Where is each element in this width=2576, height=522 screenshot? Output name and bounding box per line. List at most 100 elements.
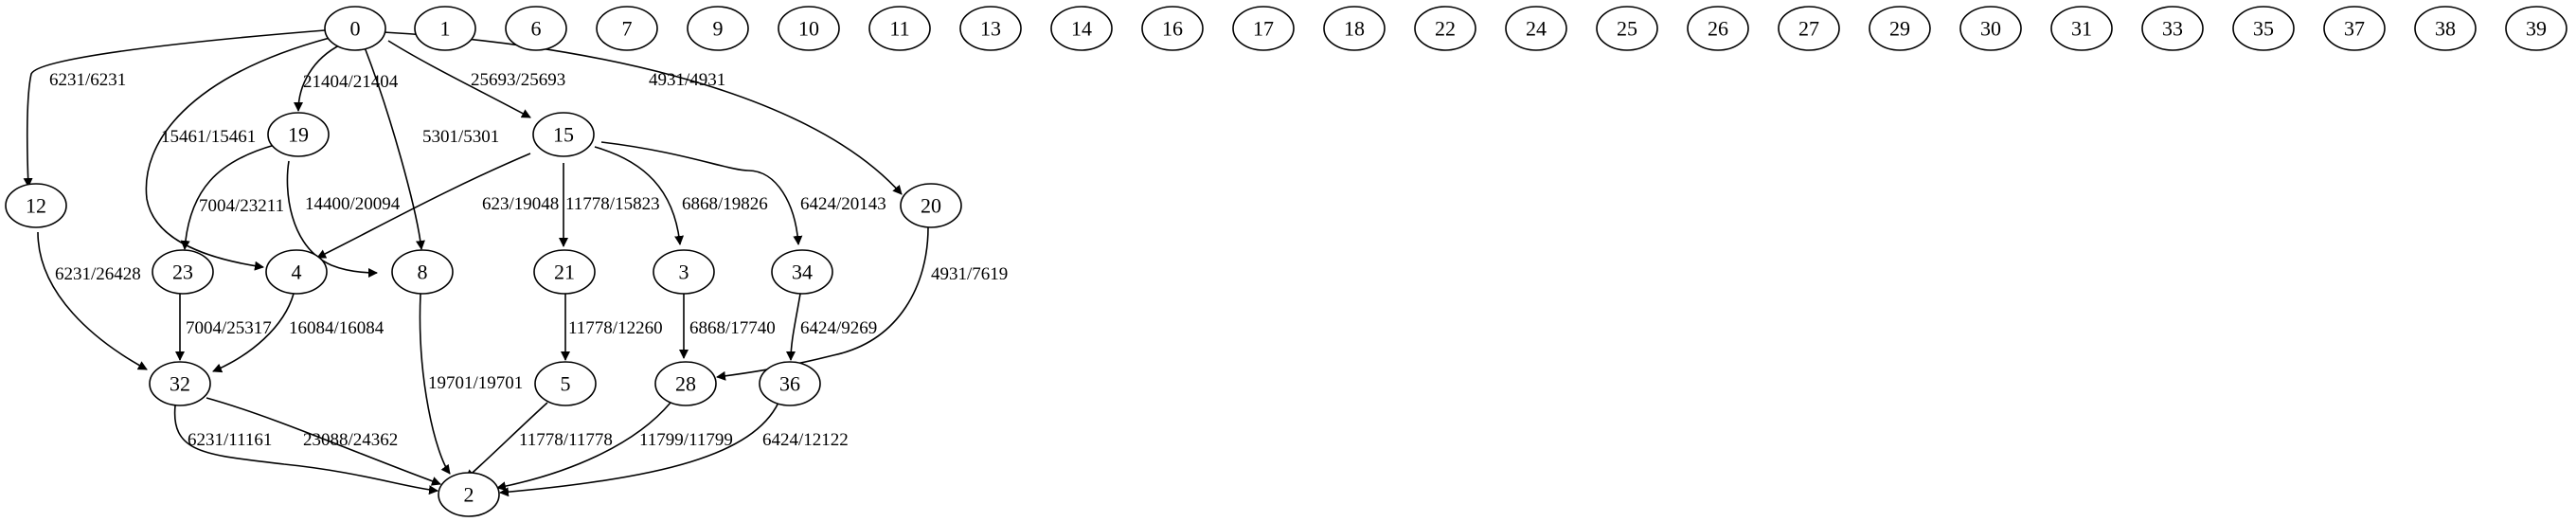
- edge-label-4-32: 16084/16084: [289, 318, 385, 338]
- node-16: 16: [1141, 6, 1204, 51]
- svg-text:9: 9: [713, 17, 724, 41]
- edge-19-23: 7004/23211: [180, 144, 284, 250]
- edge-label-15-21: 11778/15823: [565, 194, 660, 214]
- edge-label-32-2-a: 6231/11161: [188, 430, 272, 450]
- node-17: 17: [1232, 6, 1295, 51]
- node-38: 38: [2414, 6, 2477, 51]
- edge-0-4: 15461/15461: [145, 37, 331, 271]
- svg-text:2: 2: [464, 483, 474, 507]
- edge-0-19: 21404/21404: [294, 44, 399, 112]
- node-2: 2: [438, 472, 500, 517]
- edge-21-5: 11778/12260: [561, 294, 663, 361]
- node-14: 14: [1050, 6, 1113, 51]
- svg-text:17: 17: [1253, 17, 1274, 41]
- edge-0-12: 6231/6231: [23, 29, 326, 188]
- edge-label-19-23: 7004/23211: [199, 196, 284, 216]
- edge-label-0-19: 21404/21404: [303, 72, 399, 92]
- svg-text:12: 12: [26, 194, 46, 218]
- edge-label-34-36: 6424/9269: [800, 318, 877, 338]
- node-18: 18: [1323, 6, 1386, 51]
- edge-label-23-32: 7004/25317: [186, 318, 272, 338]
- node-31: 31: [2050, 6, 2113, 51]
- edge-32-2-a: 6231/11161: [173, 405, 438, 495]
- node-23: 23: [152, 249, 214, 295]
- edge-12-32: 6231/26428: [37, 231, 148, 370]
- svg-text:28: 28: [675, 372, 696, 396]
- edge-label-0-15: 25693/25693: [471, 70, 565, 90]
- edge-15-34: 6424/20143: [600, 141, 886, 245]
- svg-text:6: 6: [531, 17, 542, 41]
- svg-text:23: 23: [172, 261, 193, 284]
- svg-text:30: 30: [1980, 17, 2001, 41]
- edge-label-15-3: 6868/19826: [682, 194, 768, 214]
- node-35: 35: [2232, 6, 2295, 51]
- svg-text:29: 29: [1889, 17, 1910, 41]
- svg-text:13: 13: [980, 17, 1001, 41]
- edge-36-2: 6424/12122: [499, 402, 849, 497]
- node-30: 30: [1959, 6, 2022, 51]
- node-1: 1: [414, 6, 476, 51]
- node-37: 37: [2323, 6, 2386, 51]
- node-19: 19: [267, 112, 330, 157]
- node-28: 28: [654, 361, 717, 406]
- edge-5-2: 11778/11778: [465, 402, 613, 479]
- edge-label-21-5: 11778/12260: [568, 318, 663, 338]
- edge-label-15-34: 6424/20143: [800, 194, 886, 214]
- svg-text:14: 14: [1071, 17, 1092, 41]
- svg-text:34: 34: [792, 261, 813, 284]
- node-24: 24: [1505, 6, 1567, 51]
- edge-label-5-2: 11778/11778: [519, 430, 613, 450]
- node-29: 29: [1869, 6, 1931, 51]
- node-10: 10: [778, 6, 840, 51]
- svg-text:38: 38: [2435, 17, 2456, 41]
- edge-label-28-2: 11799/11799: [639, 430, 733, 450]
- node-11: 11: [868, 6, 931, 51]
- edge-20-28: 4931/7619: [716, 226, 1008, 381]
- svg-text:22: 22: [1435, 17, 1456, 41]
- svg-text:36: 36: [779, 372, 800, 396]
- node-15: 15: [532, 112, 595, 157]
- node-8: 8: [391, 249, 454, 295]
- svg-text:15: 15: [553, 123, 574, 147]
- node-21: 21: [533, 249, 596, 295]
- svg-text:8: 8: [418, 261, 428, 284]
- edge-label-15-4: 623/19048: [482, 194, 559, 214]
- edge-15-4: 623/19048: [316, 153, 559, 259]
- edge-label-20-28: 4931/7619: [931, 264, 1008, 284]
- edge-34-36: 6424/9269: [786, 293, 877, 361]
- svg-text:16: 16: [1162, 17, 1183, 41]
- node-0: 0: [324, 6, 386, 51]
- svg-text:25: 25: [1617, 17, 1637, 41]
- svg-text:35: 35: [2253, 17, 2274, 41]
- node-36: 36: [759, 361, 821, 406]
- svg-text:5: 5: [561, 372, 571, 396]
- node-5: 5: [534, 361, 597, 406]
- edge-23-32: 7004/25317: [175, 294, 272, 361]
- node-3: 3: [653, 249, 715, 295]
- edge-label-19-8: 14400/20094: [305, 194, 401, 214]
- edge-15-3: 6868/19826: [594, 146, 768, 245]
- svg-text:27: 27: [1798, 17, 1819, 41]
- edge-label-36-2: 6424/12122: [762, 430, 849, 450]
- node-22: 22: [1414, 6, 1476, 51]
- node-34: 34: [771, 249, 833, 295]
- edge-28-2: 11799/11799: [496, 402, 733, 492]
- svg-text:0: 0: [350, 17, 361, 41]
- svg-text:18: 18: [1344, 17, 1365, 41]
- svg-text:19: 19: [288, 123, 309, 147]
- edge-15-21: 11778/15823: [559, 163, 660, 247]
- node-25: 25: [1596, 6, 1658, 51]
- edge-label-12-32: 6231/26428: [55, 264, 141, 284]
- svg-text:4: 4: [292, 261, 302, 284]
- edge-label-8-2: 19701/19701: [428, 373, 523, 393]
- node-12: 12: [5, 183, 67, 228]
- edge-label-0-12: 6231/6231: [49, 70, 126, 90]
- edge-label-0-8: 5301/5301: [422, 127, 499, 147]
- svg-text:39: 39: [2526, 17, 2547, 41]
- svg-text:37: 37: [2344, 17, 2365, 41]
- edge-32-2-b: 23088/24362: [206, 397, 441, 486]
- svg-text:31: 31: [2071, 17, 2092, 41]
- svg-text:7: 7: [622, 17, 633, 41]
- edge-label-0-4: 15461/15461: [161, 127, 256, 147]
